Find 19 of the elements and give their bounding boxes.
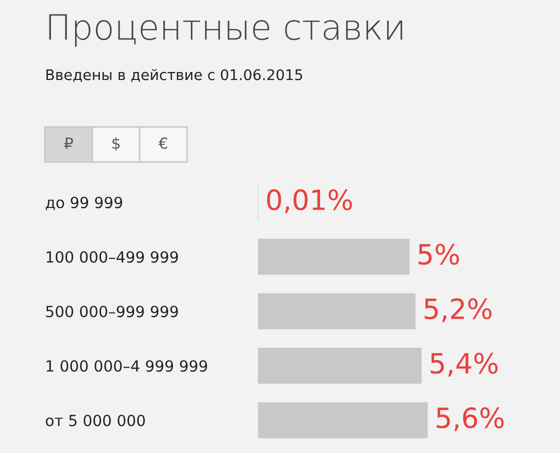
bar [258, 293, 416, 330]
bar [258, 348, 422, 384]
text: ₽ [64, 138, 74, 149]
text: € [158, 137, 168, 149]
y-tick-label: до 99 999 [46, 196, 122, 210]
data-label: 5,2% [424, 298, 492, 322]
data-label: 5% [418, 244, 459, 265]
chart-subtitle: Введены в действие с 01.06.2015 [46, 69, 302, 82]
y-tick-label: 1 000 000–4 999 999 [46, 360, 208, 372]
chart-title: Процентные ставки [49, 14, 402, 47]
bar [258, 238, 410, 275]
data-label: 0,01% [267, 189, 352, 214]
y-tick-label: 500 000–999 999 [46, 306, 178, 318]
y-tick-label: 100 000–499 999 [46, 251, 178, 263]
text: $ [112, 137, 120, 151]
y-tick-label: от 5 000 000 [46, 414, 145, 426]
data-label: 5,6% [436, 407, 504, 432]
bar [258, 402, 428, 438]
data-label: 5,4% [430, 352, 498, 377]
